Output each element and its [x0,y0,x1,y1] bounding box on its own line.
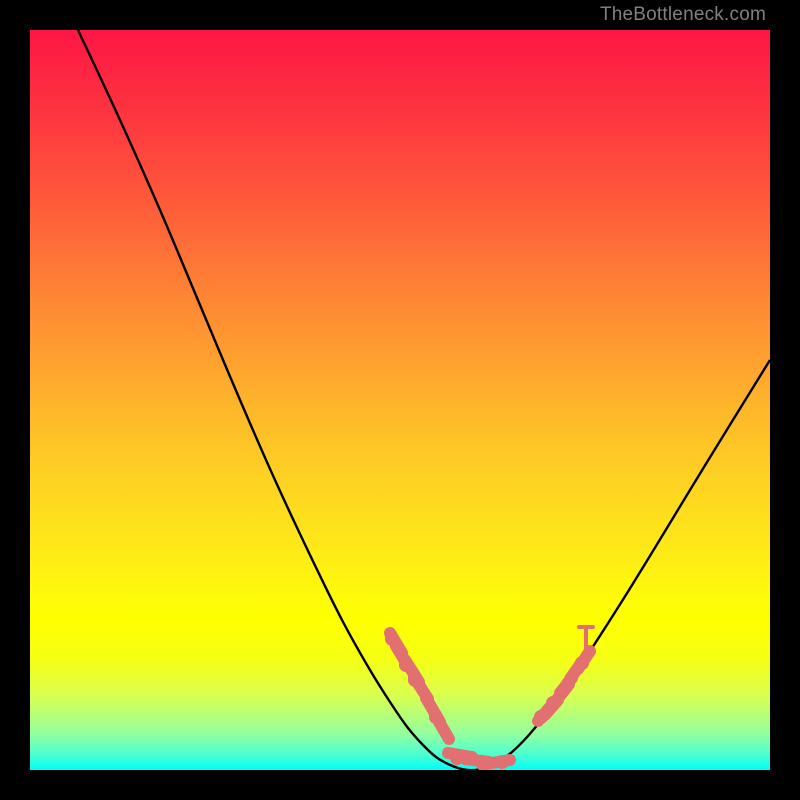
watermark-text: TheBottleneck.com [600,4,766,26]
marker-cluster [534,627,593,724]
plot-area [30,30,770,770]
curve-layer [30,30,770,770]
bottleneck-curve [78,30,770,770]
marker-cluster [385,632,449,739]
